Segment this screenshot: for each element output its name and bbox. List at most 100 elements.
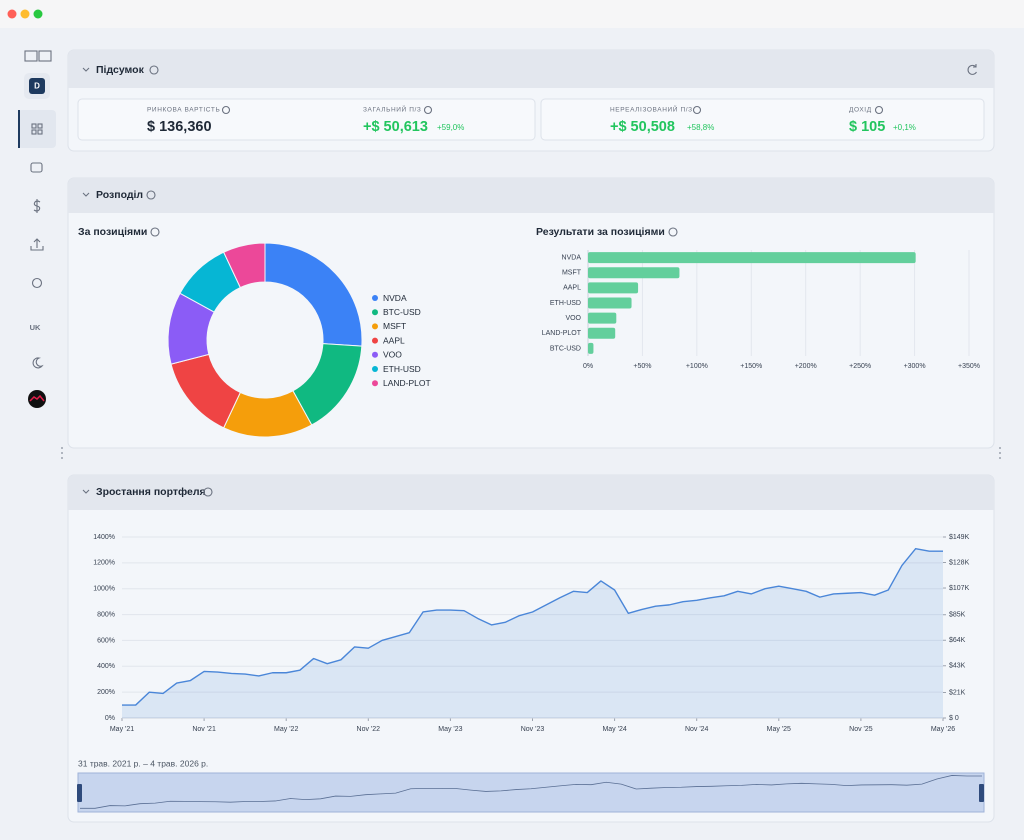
- avatar: [29, 78, 45, 94]
- legend-swatch: [372, 295, 378, 301]
- y-tick-label: MSFT: [562, 270, 582, 277]
- info-icon[interactable]: [423, 105, 433, 115]
- y2-tick-label: $ 0: [949, 715, 959, 722]
- x-tick-label: May '22: [274, 726, 298, 733]
- panel-header: [68, 178, 994, 213]
- bar: [588, 327, 616, 339]
- legend-swatch: [372, 309, 378, 316]
- panel-title: Розподіл: [96, 189, 143, 201]
- y2-tick-label: $149K: [949, 534, 970, 541]
- y-tick-label: NVDA: [562, 254, 582, 261]
- bar: [588, 267, 680, 279]
- refresh-button[interactable]: [967, 64, 977, 75]
- legend-label: BTC-USD: [383, 307, 421, 317]
- info-icon[interactable]: [668, 227, 678, 237]
- summary-card: [540, 98, 985, 141]
- chart-title: За позиціями: [78, 226, 147, 238]
- x-tick-label: Nov '24: [685, 726, 709, 733]
- info-icon[interactable]: [203, 487, 213, 497]
- legend-swatch: [372, 337, 378, 344]
- x-tick-label: +100%: [686, 363, 708, 370]
- card-label: НЕРЕАЛІЗОВАНИЙ П/З: [610, 105, 693, 114]
- info-icon[interactable]: [221, 105, 231, 115]
- y-tick-label: AAPL: [563, 285, 581, 292]
- bar: [588, 342, 594, 354]
- collapse-chevron[interactable]: [82, 489, 90, 494]
- bar: [588, 252, 916, 264]
- y-tick-label: 1200%: [93, 560, 115, 567]
- y2-tick-label: $128K: [949, 559, 970, 566]
- y-tick-label: 400%: [97, 663, 115, 670]
- nav-active-bar: [18, 110, 20, 148]
- dollar-icon[interactable]: [33, 199, 41, 213]
- legend-swatch: [372, 323, 378, 330]
- sidebar-toggle-2[interactable]: [38, 50, 52, 62]
- info-icon[interactable]: [146, 190, 156, 200]
- y2-tick-label: $85K: [949, 612, 966, 619]
- close-button[interactable]: [7, 9, 17, 19]
- info-icon[interactable]: [150, 227, 160, 237]
- y2-tick-label: $64K: [949, 637, 966, 644]
- x-tick-label: May '26: [931, 726, 955, 733]
- collapse-chevron[interactable]: [82, 67, 90, 72]
- legend-swatch: [372, 380, 378, 387]
- panel-title: Зростання портфеля: [96, 486, 206, 498]
- collapse-chevron[interactable]: [82, 192, 90, 197]
- settings-icon[interactable]: [31, 277, 43, 289]
- bar: [588, 297, 632, 309]
- maximize-button[interactable]: [33, 9, 43, 19]
- sidebar-toggle[interactable]: [24, 50, 38, 62]
- x-tick-label: +150%: [740, 363, 762, 370]
- navigator[interactable]: [77, 772, 985, 813]
- summary-card: [77, 98, 536, 141]
- pie-chart: NVDA BTC-USD MSFT AAPL VOO ETH-USD LAND-PLOT: [167, 242, 431, 438]
- x-tick-label: +250%: [849, 363, 871, 370]
- summary-panel: Підсумок РИНКОВА ВАРТІСТЬ $ 136,360 ЗАГА…: [67, 49, 995, 152]
- language-switch[interactable]: UK: [30, 323, 41, 332]
- navigator-handle[interactable]: [77, 784, 82, 802]
- nav-active[interactable]: [18, 110, 56, 148]
- pie-slice: [223, 242, 266, 289]
- info-icon[interactable]: [149, 65, 159, 75]
- legend-label: VOO: [383, 350, 402, 360]
- title-bar: [0, 0, 1024, 28]
- x-tick-label: Nov '22: [357, 726, 381, 733]
- legend-label: AAPL: [383, 335, 405, 345]
- avatar-letter: D: [34, 82, 40, 91]
- y2-tick-label: $43K: [949, 663, 966, 670]
- dashboard-icon[interactable]: [31, 123, 43, 135]
- panel-title: Підсумок: [96, 64, 145, 76]
- navigator-line: [80, 775, 982, 809]
- x-tick-label: May '21: [110, 726, 134, 733]
- x-tick-label: +350%: [958, 363, 980, 370]
- sidebar: D UK: [18, 50, 56, 408]
- card-change: +59,0%: [437, 123, 464, 132]
- theme-icon[interactable]: [32, 357, 44, 369]
- card-value: $ 105: [849, 119, 885, 135]
- resize-handle[interactable]: [61, 447, 1001, 459]
- y-tick-label: 1000%: [93, 586, 115, 593]
- panel-header: [68, 475, 994, 510]
- card-value: $ 136,360: [147, 119, 212, 135]
- x-tick-label: +300%: [904, 363, 926, 370]
- y2-tick-label: $21K: [949, 689, 966, 696]
- x-tick-label: Nov '23: [521, 726, 545, 733]
- card-change: +0,1%: [893, 123, 916, 132]
- info-icon[interactable]: [874, 105, 884, 115]
- navigator-handle[interactable]: [979, 784, 984, 802]
- y-tick-label: 200%: [97, 689, 115, 696]
- wallet-icon[interactable]: [30, 162, 43, 173]
- navigator-line: [80, 775, 982, 809]
- chart-title: Результати за позиціями: [536, 226, 665, 238]
- line-chart: 0% 200% 400% 600% 800% 1000% 1200% 1400% $ 0 $21K…: [93, 534, 969, 733]
- info-icon[interactable]: [692, 105, 702, 115]
- line: [122, 547, 943, 706]
- legend-label: LAND-PLOT: [383, 378, 431, 388]
- minimize-button[interactable]: [20, 9, 30, 19]
- bar: [588, 312, 617, 324]
- x-tick-label: +200%: [795, 363, 817, 370]
- date-range: 31 трав. 2021 р. – 4 трав. 2026 р.: [78, 758, 208, 768]
- upload-icon[interactable]: [30, 238, 44, 251]
- card-change: +58,8%: [687, 123, 714, 132]
